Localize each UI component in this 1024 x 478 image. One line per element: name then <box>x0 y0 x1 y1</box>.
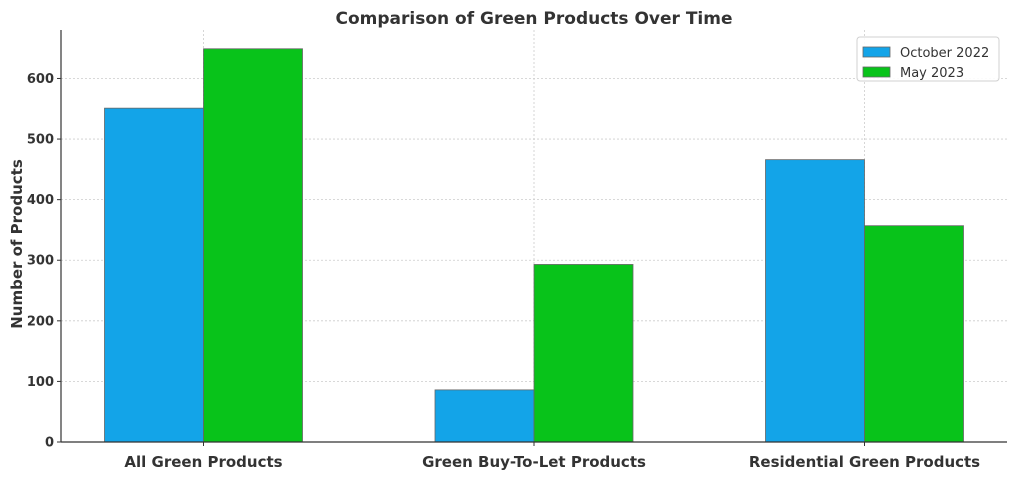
legend-box <box>856 36 1000 82</box>
y-axis-label: Number of Products <box>8 159 26 329</box>
bar-may-2023-3 <box>864 225 964 443</box>
y-tick-label: 500 <box>27 133 54 148</box>
y-tick-label: 600 <box>27 72 54 87</box>
bar-october-2022-1 <box>104 107 204 443</box>
y-tick-label: 100 <box>27 375 54 390</box>
x-tick-label: Green Buy-To-Let Products <box>422 453 646 471</box>
bar-october-2022-2 <box>434 389 535 443</box>
y-ticks: 0 100 200 300 400 500 600 <box>27 72 61 451</box>
y-tick-label: 400 <box>27 193 54 208</box>
legend-swatch <box>862 66 891 78</box>
legend-swatch <box>862 46 891 58</box>
legend-label: October 2022 <box>900 46 989 61</box>
chart-title: Comparison of Green Products Over Time <box>335 9 732 29</box>
y-tick-label: 0 <box>45 436 54 451</box>
x-tick-label: Residential Green Products <box>749 453 980 471</box>
bars <box>104 48 964 443</box>
bar-october-2022-3 <box>765 159 865 443</box>
x-ticks: All Green Products Green Buy-To-Let Produ… <box>124 442 980 471</box>
y-tick-label: 300 <box>27 254 54 269</box>
x-tick-label: All Green Products <box>124 453 282 471</box>
legend-label: May 2023 <box>900 66 964 81</box>
y-tick-label: 200 <box>27 314 54 329</box>
bar-may-2023-2 <box>533 264 634 443</box>
legend: October 2022 May 2023 <box>856 36 1000 82</box>
bar-may-2023-1 <box>203 48 303 443</box>
